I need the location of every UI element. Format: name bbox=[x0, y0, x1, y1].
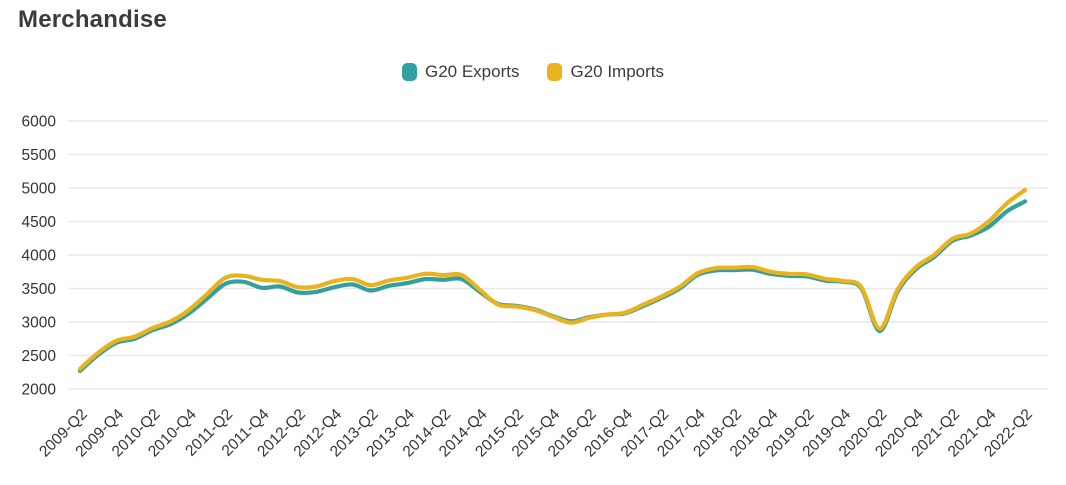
legend-label-imports: G20 Imports bbox=[570, 62, 665, 81]
y-tick-label-3500: 3500 bbox=[22, 281, 57, 298]
y-tick-label-6000: 6000 bbox=[22, 114, 57, 131]
imports-legend-swatch-icon bbox=[547, 63, 563, 81]
series-line-g20-imports bbox=[77, 187, 1028, 371]
y-tick-label-3000: 3000 bbox=[22, 315, 57, 332]
y-tick-label-5000: 5000 bbox=[22, 181, 57, 198]
legend-item-exports[interactable]: G20 Exports bbox=[401, 62, 520, 82]
y-axis-labels: 2000 2500 3000 3500 4000 4500 5000 5500 6000 bbox=[22, 114, 57, 399]
legend-item-imports[interactable]: G20 Imports bbox=[547, 62, 664, 82]
y-tick-label-2500: 2500 bbox=[22, 348, 57, 365]
chart-legend: G20 Exports G20 Imports bbox=[0, 62, 1066, 82]
x-axis-labels: 2009-Q22009-Q42010-Q22010-Q42011-Q22011-… bbox=[36, 406, 1036, 461]
y-tick-label-4000: 4000 bbox=[22, 248, 57, 265]
y-tick-label-2000: 2000 bbox=[22, 382, 57, 399]
y-tick-label-4500: 4500 bbox=[22, 214, 57, 231]
legend-label-exports: G20 Exports bbox=[424, 62, 520, 81]
y-gridlines bbox=[68, 120, 1048, 390]
chart-title: Merchandise bbox=[18, 6, 167, 33]
series-line-g20-exports bbox=[77, 199, 1028, 373]
y-tick-label-5500: 5500 bbox=[22, 147, 57, 164]
exports-legend-swatch-icon bbox=[401, 63, 417, 81]
